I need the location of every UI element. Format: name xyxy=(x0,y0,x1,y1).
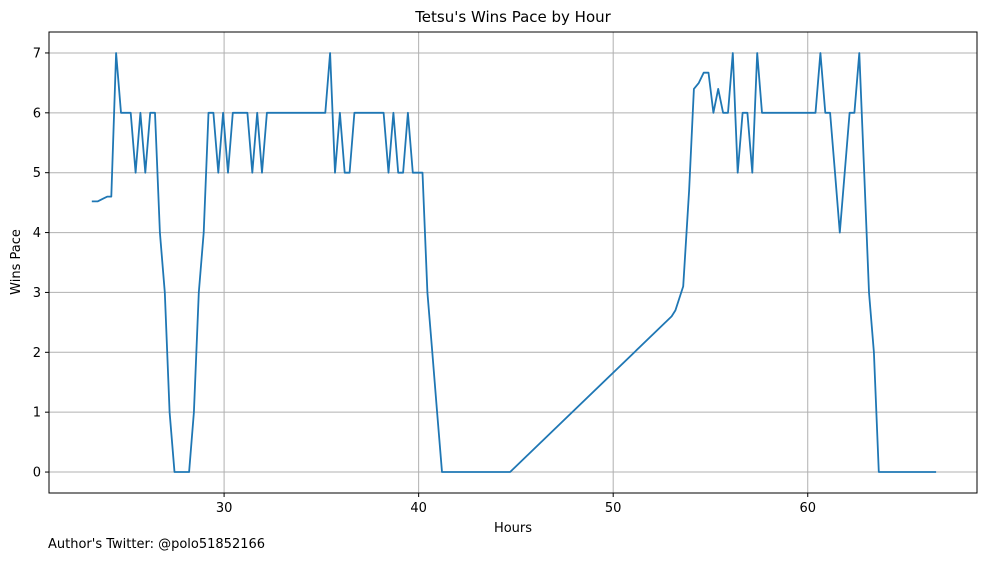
x-axis-label: Hours xyxy=(494,521,532,536)
plot-frame xyxy=(48,31,978,494)
y-tick-label: 0 xyxy=(33,466,41,481)
y-axis-ticks: 0 1 2 3 4 5 6 7 xyxy=(33,46,49,481)
x-tick-label: 40 xyxy=(410,501,427,516)
chart-title: Tetsu's Wins Pace by Hour xyxy=(414,8,611,26)
y-tick-label: 3 xyxy=(33,286,41,301)
y-tick-label: 5 xyxy=(33,166,41,181)
y-tick-label: 4 xyxy=(33,226,41,241)
y-tick-label: 7 xyxy=(33,46,41,61)
x-tick-label: 30 xyxy=(216,501,233,516)
series-line xyxy=(91,52,937,473)
y-tick-label: 2 xyxy=(33,346,41,361)
x-tick-label: 50 xyxy=(605,501,622,516)
y-axis-label: Wins Pace xyxy=(9,229,24,295)
x-axis-ticks: 30 40 50 60 xyxy=(216,493,816,516)
series-layer xyxy=(91,52,937,473)
y-tick-label: 6 xyxy=(33,106,41,121)
grid xyxy=(49,32,977,493)
author-footnote: Author's Twitter: @polo51852166 xyxy=(48,537,266,552)
y-tick-label: 1 xyxy=(33,406,41,421)
x-tick-label: 60 xyxy=(799,501,816,516)
